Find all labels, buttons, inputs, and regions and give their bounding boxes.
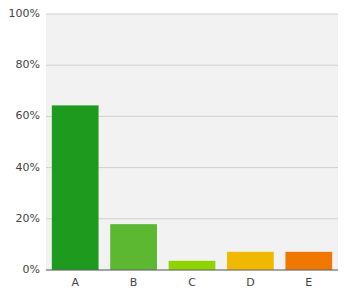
y-tick-labels: 0% 20% 40% 60% 80% 100% [9,7,40,276]
x-tick-label: D [246,276,254,289]
y-tick-label: 20% [16,212,40,225]
grid-line [46,65,338,66]
x-tick-label: C [188,276,196,289]
grid [46,14,338,270]
chart: 0% 20% 40% 60% 80% 100% A B C D E [0,0,350,300]
y-tick-label: 40% [16,161,40,174]
x-tick-label: B [130,276,138,289]
x-axis-line [46,270,338,271]
x-tick-label: E [305,276,312,289]
page: {"chart_data": {"type": "bar", "categori… [0,0,350,300]
grid-line [46,14,338,15]
y-tick-label: 80% [16,58,40,71]
chart-container: 0% 20% 40% 60% 80% 100% A B C D E [0,0,350,300]
y-tick-label: 60% [16,109,40,122]
bar [110,224,157,270]
x-tick-label: A [71,276,79,289]
bar [169,261,216,270]
x-tick-labels: A B C D E [71,276,312,289]
plot-background [46,14,338,270]
bars [52,105,332,270]
bar [52,105,99,270]
bar [227,252,274,270]
y-tick-label: 0% [23,263,40,276]
grid-line [46,270,338,271]
bar [285,252,332,270]
y-tick-label: 100% [9,7,40,20]
